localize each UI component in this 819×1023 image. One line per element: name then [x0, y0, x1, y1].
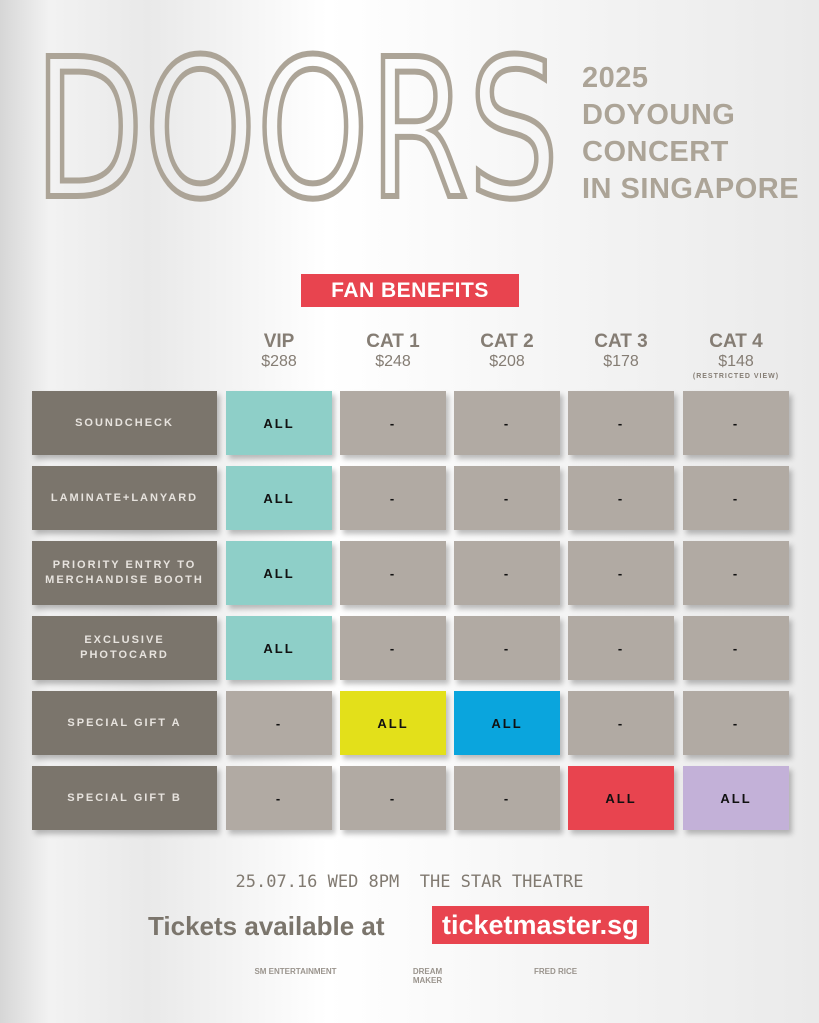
benefit-cell: - [454, 541, 560, 605]
column-name: CAT 2 [480, 331, 534, 352]
row-label: LAMINATE+LANYARD [32, 466, 217, 530]
benefit-cell: - [340, 391, 446, 455]
benefit-cell: - [568, 541, 674, 605]
column-price: $178 [603, 353, 639, 370]
benefit-cell: ALL [454, 691, 560, 755]
row-label-line: SOUNDCHECK [75, 416, 174, 429]
event-title: 2025 DOYOUNG CONCERT IN SINGAPORE [582, 60, 799, 208]
benefit-cell: - [683, 466, 789, 530]
benefit-cell: - [226, 766, 332, 830]
ticket-url[interactable]: ticketmaster.sg [432, 906, 649, 944]
column-header: CAT 1 $248 [340, 332, 446, 372]
sponsor-logo: DREAM MAKER [412, 967, 443, 985]
benefit-cell: - [454, 391, 560, 455]
benefit-cell: ALL [226, 466, 332, 530]
badge: FAN BENEFITS [301, 274, 519, 307]
column-header: VIP $288 [226, 332, 332, 372]
column-price: $248 [375, 353, 411, 370]
tickets-text: Tickets available at [148, 911, 385, 941]
benefit-cell: - [683, 691, 789, 755]
event-line: IN SINGAPORE [582, 173, 800, 205]
row-label-line: EXCLUSIVE [84, 634, 165, 646]
benefit-cell: ALL [226, 391, 332, 455]
benefit-cell: ALL [340, 691, 446, 755]
benefit-cell: ALL [683, 766, 789, 830]
benefit-cell: ALL [226, 541, 332, 605]
benefit-cell: - [340, 766, 446, 830]
benefit-cell: ALL [568, 766, 674, 830]
column-price: $208 [489, 353, 525, 370]
column-price: $288 [261, 353, 297, 370]
row-label-line: SPECIAL GIFT B [67, 791, 182, 804]
row-label-line: LAMINATE+LANYARD [50, 491, 199, 504]
column-price: $148 [718, 353, 754, 370]
row-label: SPECIAL GIFT B [32, 766, 217, 830]
column-name: CAT 4 [709, 331, 763, 352]
benefit-cell: - [568, 691, 674, 755]
benefit-cell: - [683, 541, 789, 605]
benefit-cell: - [568, 466, 674, 530]
column-header: CAT 3 $178 [568, 332, 674, 372]
benefit-cell: - [454, 466, 560, 530]
column-name: CAT 1 [366, 331, 420, 352]
column-note: (RESTRICTED VIEW) [692, 373, 780, 380]
logo: DOORS [31, 30, 562, 210]
row-label-line: PHOTOCARD [80, 649, 169, 661]
row-label: EXCLUSIVE PHOTOCARD [32, 616, 217, 680]
event-line: DOYOUNG [582, 99, 736, 131]
benefit-cell: - [340, 466, 446, 530]
benefit-cell: - [454, 766, 560, 830]
date-venue: 25.07.16 WED 8PM THE STAR THEATRE [235, 872, 584, 892]
row-label-line: SPECIAL GIFT A [67, 716, 182, 729]
logo-text: DOORS [34, 30, 559, 210]
benefit-cell: - [683, 391, 789, 455]
column-name: CAT 3 [594, 331, 648, 352]
benefit-cell: - [568, 616, 674, 680]
sponsor-logo: FRED RICE [533, 967, 578, 976]
column-header: CAT 4 $148 (RESTRICTED VIEW) [683, 332, 789, 382]
benefit-cell: - [340, 616, 446, 680]
benefit-cell: - [454, 616, 560, 680]
benefit-cell: - [568, 391, 674, 455]
benefit-cell: - [226, 691, 332, 755]
row-label: SOUNDCHECK [32, 391, 217, 455]
event-line: 2025 [582, 62, 649, 94]
benefit-cell: - [340, 541, 446, 605]
column-header: CAT 2 $208 [454, 332, 560, 372]
row-label-line: MERCHANDISE BOOTH [45, 574, 204, 586]
event-line: CONCERT [582, 136, 729, 168]
benefit-cell: ALL [226, 616, 332, 680]
row-label: PRIORITY ENTRY TO MERCHANDISE BOOTH [32, 541, 217, 605]
sponsor-logo: SM ENTERTAINMENT [254, 967, 337, 976]
column-name: VIP [263, 331, 295, 352]
benefit-cell: - [683, 616, 789, 680]
row-label: SPECIAL GIFT A [32, 691, 217, 755]
row-label-line: PRIORITY ENTRY TO [52, 559, 197, 571]
